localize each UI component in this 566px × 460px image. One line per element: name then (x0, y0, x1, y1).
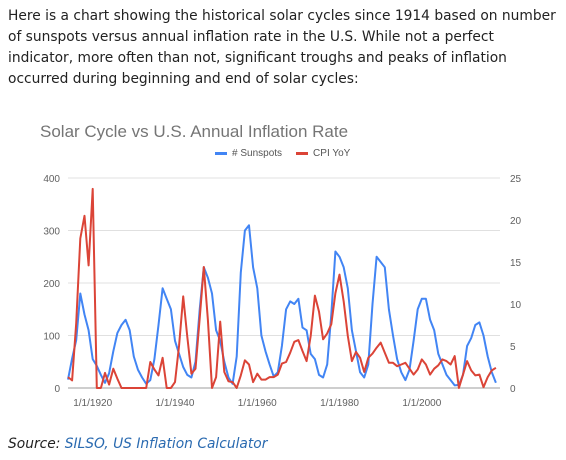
y-right-tick-label: 15 (510, 258, 522, 269)
x-tick-label: 1/1/1960 (238, 398, 277, 409)
series-line-sunspots (67, 224, 497, 387)
y-left-tick-label: 400 (43, 174, 60, 185)
x-tick-label: 1/1/2000 (402, 398, 441, 409)
x-tick-label: 1/1/1940 (156, 398, 195, 409)
y-right-tick-label: 5 (510, 342, 516, 353)
series-line-cpi (67, 187, 497, 389)
y-left-tick-label: 100 (43, 332, 60, 343)
x-tick-label: 1/1/1920 (73, 398, 112, 409)
y-right-tick-label: 25 (510, 174, 522, 185)
y-left-tick-label: 300 (43, 227, 60, 238)
y-right-tick-label: 10 (510, 300, 522, 311)
legend: # Sunspots CPI YoY (215, 148, 350, 159)
legend-swatch-cpi (296, 152, 309, 155)
chart-svg: 0 100 200 300 400 0 5 10 15 20 25 1/1/1920 1/1/1940 1… (43, 174, 522, 409)
source-line: Source: SILSO, US Inflation Calculator (8, 436, 267, 452)
legend-label-sunspots: # Sunspots (232, 148, 283, 159)
source-links[interactable]: SILSO, US Inflation Calculator (64, 436, 268, 452)
legend-item-cpi[interactable]: CPI YoY (296, 148, 350, 159)
x-tick-label: 1/1/1980 (320, 398, 359, 409)
y-right-tick-label: 0 (510, 384, 516, 395)
legend-item-sunspots[interactable]: # Sunspots (215, 148, 282, 159)
source-label: Source: (8, 436, 61, 452)
y-left-tick-label: 0 (54, 384, 60, 395)
chart-container: 0 100 200 300 400 0 5 10 15 20 25 1/1/1920 1/1/1940 1… (0, 108, 566, 430)
y-left-tick-label: 200 (43, 279, 60, 290)
intro-paragraph: Here is a chart showing the historical s… (8, 8, 556, 87)
legend-label-cpi: CPI YoY (313, 148, 351, 159)
legend-swatch-sunspots (215, 152, 227, 155)
y-right-tick-label: 20 (510, 216, 522, 227)
chart-title: Solar Cycle vs U.S. Annual Inflation Rat… (40, 122, 349, 141)
